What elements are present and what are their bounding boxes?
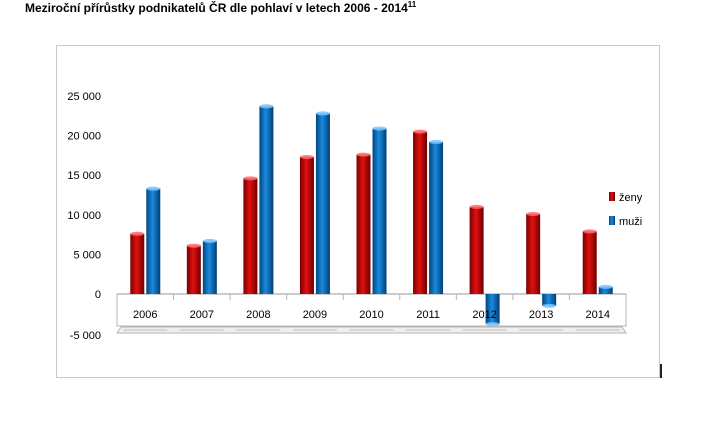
bar-muži-2011 xyxy=(429,141,444,294)
bar-cap-muži-2014 xyxy=(598,284,613,289)
bar-cap-muži-2006 xyxy=(146,186,161,191)
bar-cap-muži-2010 xyxy=(372,126,387,131)
chart-title-text: Meziroční přírůstky podnikatelů ČR dle p… xyxy=(25,1,408,15)
bar-cap-muži-2008 xyxy=(259,104,274,109)
x-tick-label: 2014 xyxy=(585,309,609,321)
bar-cap-ženy-2008 xyxy=(243,176,258,181)
bar-muži-2009 xyxy=(315,113,330,294)
x-tick-label: 2008 xyxy=(246,309,270,321)
bar-cap-ženy-2010 xyxy=(356,152,371,157)
y-tick-label: -5 000 xyxy=(70,330,101,342)
bar-ženy-2009 xyxy=(299,156,314,294)
bar-cap-ženy-2007 xyxy=(186,243,201,248)
bar-ženy-2006 xyxy=(130,233,145,294)
chart-title-footnote: 11 xyxy=(407,0,417,9)
chart-title: Meziroční přírůstky podnikatelů ČR dle p… xyxy=(25,0,416,15)
bars xyxy=(130,104,613,327)
legend: ženy muži xyxy=(609,192,643,228)
legend-label-muži: muži xyxy=(619,216,642,228)
bar-cap-muži-2011 xyxy=(429,139,444,144)
bar-muži-2007 xyxy=(202,240,217,294)
y-tick-label: 0 xyxy=(95,289,101,301)
y-tick-label: 5 000 xyxy=(73,249,101,261)
frame-edge-mark xyxy=(660,364,662,378)
bar-cap-muži-2012 xyxy=(485,322,500,327)
bar-ženy-2008 xyxy=(243,178,258,294)
x-tick-label: 2013 xyxy=(529,309,553,321)
bar-cap-ženy-2006 xyxy=(130,231,145,236)
bar-muži-2014 xyxy=(598,286,613,294)
chart-floor xyxy=(116,326,627,334)
y-tick-label: 10 000 xyxy=(67,210,101,222)
bar-ženy-2012 xyxy=(469,206,484,294)
bar-muži-2012 xyxy=(485,294,500,325)
bar-ženy-2013 xyxy=(526,214,541,294)
y-tick-label: 20 000 xyxy=(67,131,101,143)
bar-cap-muži-2007 xyxy=(202,238,217,243)
axes xyxy=(116,293,627,327)
x-tick-label: 2012 xyxy=(472,309,496,321)
axis-labels: 25 000 20 000 15 000 10 000 5 000 0 -5 000 2006… xyxy=(67,91,610,342)
x-tick-label: 2006 xyxy=(133,309,157,321)
y-tick-label: 25 000 xyxy=(67,91,101,103)
bar-cap-ženy-2012 xyxy=(469,204,484,209)
y-tick-label: 15 000 xyxy=(67,170,101,182)
bar-muži-2013 xyxy=(542,294,557,306)
bar-cap-ženy-2009 xyxy=(299,154,314,159)
bar-cap-muži-2013 xyxy=(542,303,557,308)
bar-muži-2008 xyxy=(259,106,274,295)
legend-label-ženy: ženy xyxy=(619,192,643,204)
x-axis-band xyxy=(116,293,627,327)
x-tick-label: 2010 xyxy=(359,309,383,321)
bar-cap-ženy-2011 xyxy=(413,129,428,134)
bar-ženy-2014 xyxy=(582,231,597,294)
bar-ženy-2010 xyxy=(356,154,371,294)
bar-cap-ženy-2014 xyxy=(582,229,597,234)
bar-muži-2006 xyxy=(146,188,161,294)
x-tick-label: 2009 xyxy=(303,309,327,321)
x-tick-label: 2007 xyxy=(190,309,214,321)
bar-cap-muži-2009 xyxy=(315,111,330,116)
bar-ženy-2011 xyxy=(413,131,428,294)
bar-muži-2010 xyxy=(372,128,387,294)
legend-swatch-ženy xyxy=(609,192,615,201)
bar-ženy-2007 xyxy=(186,245,201,294)
bar-cap-ženy-2013 xyxy=(526,212,541,217)
legend-swatch-muži xyxy=(609,216,615,225)
x-tick-label: 2011 xyxy=(416,309,440,321)
